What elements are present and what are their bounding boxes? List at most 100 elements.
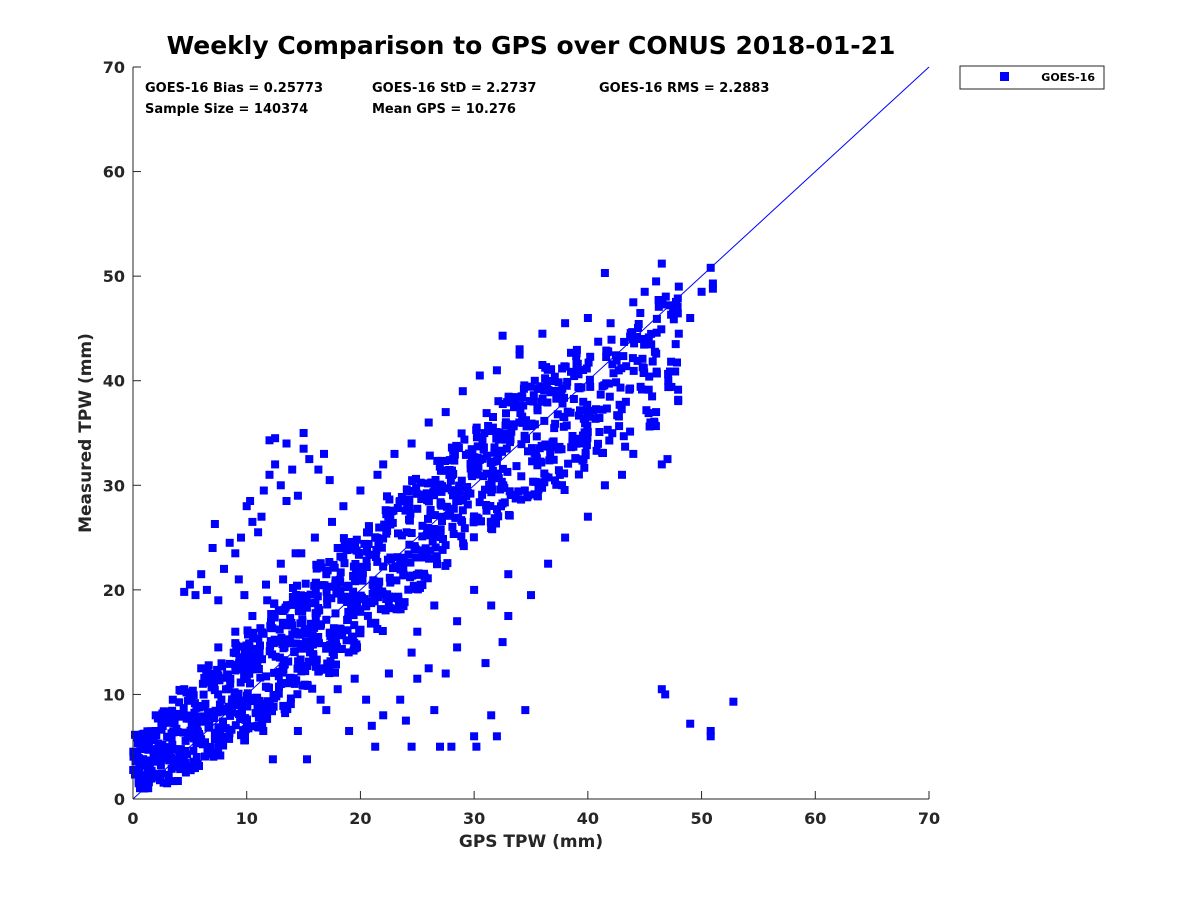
scatter-point bbox=[349, 646, 358, 655]
scatter-point bbox=[159, 716, 168, 725]
scatter-point bbox=[268, 755, 277, 764]
scatter-point bbox=[331, 668, 339, 677]
scatter-point bbox=[400, 571, 409, 580]
scatter-point bbox=[286, 700, 295, 709]
scatter-point bbox=[529, 391, 538, 400]
scatter-point bbox=[550, 372, 559, 381]
scatter-point bbox=[195, 703, 204, 712]
scatter-point bbox=[524, 447, 532, 456]
scatter-point bbox=[245, 639, 254, 648]
scatter-point bbox=[139, 755, 148, 764]
scatter-point bbox=[234, 689, 243, 698]
scatter-point bbox=[473, 470, 482, 479]
scatter-point bbox=[469, 518, 478, 527]
scatter-point bbox=[381, 606, 390, 615]
scatter-point bbox=[259, 486, 268, 495]
scatter-point bbox=[619, 432, 628, 441]
scatter-point bbox=[574, 383, 583, 392]
scatter-point bbox=[279, 575, 288, 584]
scatter-point bbox=[176, 765, 185, 774]
scatter-point bbox=[521, 706, 530, 715]
scatter-point bbox=[345, 727, 354, 735]
scatter-point bbox=[311, 578, 320, 587]
scatter-point bbox=[644, 385, 653, 394]
scatter-point bbox=[256, 641, 264, 650]
scatter-point bbox=[449, 491, 457, 500]
scatter-point bbox=[405, 495, 414, 504]
scatter-point bbox=[340, 539, 349, 548]
scatter-point bbox=[404, 487, 413, 495]
scatter-point bbox=[354, 550, 363, 559]
scatter-point bbox=[262, 580, 270, 589]
scatter-point bbox=[428, 537, 437, 546]
scatter-point bbox=[448, 466, 456, 475]
scatter-point bbox=[617, 405, 626, 414]
scatter-point bbox=[583, 512, 592, 521]
scatter-point bbox=[472, 463, 481, 472]
scatter-point bbox=[352, 598, 361, 607]
scatter-point bbox=[669, 315, 678, 324]
scatter-point bbox=[418, 490, 427, 499]
scatter-point bbox=[305, 455, 314, 464]
scatter-point bbox=[271, 460, 280, 469]
scatter-point bbox=[165, 749, 174, 758]
scatter-point bbox=[602, 353, 611, 361]
scatter-point bbox=[406, 558, 415, 567]
axes-frame bbox=[132, 67, 929, 800]
scatter-point bbox=[515, 345, 524, 354]
scatter-point bbox=[517, 472, 526, 481]
scatter-point bbox=[386, 604, 395, 613]
scatter-point bbox=[408, 477, 417, 485]
scatter-point bbox=[487, 425, 496, 434]
scatter-point bbox=[323, 594, 332, 603]
scatter-point bbox=[371, 742, 380, 751]
scatter-point bbox=[404, 550, 413, 559]
scatter-point bbox=[383, 527, 392, 535]
scatter-point bbox=[393, 504, 402, 512]
scatter-point bbox=[470, 732, 479, 741]
scatter-point bbox=[503, 467, 512, 476]
scatter-point bbox=[451, 513, 460, 522]
scatter-point bbox=[373, 470, 382, 479]
scatter-point bbox=[258, 628, 266, 637]
scatter-point bbox=[293, 491, 302, 500]
x-tick-label: 10 bbox=[236, 809, 258, 828]
scatter-point bbox=[181, 761, 190, 770]
scatter-point bbox=[308, 640, 317, 649]
scatter-point bbox=[376, 605, 385, 614]
scatter-point bbox=[187, 695, 196, 704]
scatter-point bbox=[335, 626, 344, 635]
scatter-point bbox=[333, 544, 342, 552]
scatter-point bbox=[362, 695, 371, 704]
scatter-point bbox=[449, 504, 458, 513]
scatter-point bbox=[291, 590, 300, 599]
scatter-point bbox=[138, 759, 147, 768]
scatter-point bbox=[280, 705, 289, 714]
scatter-point bbox=[540, 478, 549, 487]
scatter-point bbox=[238, 696, 247, 705]
scatter-point bbox=[441, 669, 450, 678]
scatter-point bbox=[247, 662, 256, 671]
scatter-point bbox=[504, 570, 513, 579]
scatter-point bbox=[529, 477, 538, 486]
scatter-point bbox=[367, 599, 376, 608]
scatter-point bbox=[424, 514, 432, 523]
scatter-point bbox=[316, 559, 325, 568]
scatter-point bbox=[221, 724, 230, 733]
scatter-point bbox=[396, 497, 405, 506]
scatter-point bbox=[200, 676, 209, 685]
scatter-point bbox=[412, 483, 421, 492]
scatter-point bbox=[151, 727, 160, 735]
scatter-point bbox=[448, 522, 457, 531]
scatter-point bbox=[281, 603, 290, 612]
scatter-point bbox=[576, 406, 584, 415]
scatter-point bbox=[570, 372, 579, 381]
scatter-point bbox=[584, 358, 593, 367]
scatter-point bbox=[299, 429, 308, 437]
scatter-point bbox=[596, 390, 605, 399]
scatter-point bbox=[201, 738, 209, 747]
scatter-point bbox=[664, 369, 673, 378]
scatter-point bbox=[244, 646, 253, 655]
scatter-point bbox=[379, 562, 388, 571]
